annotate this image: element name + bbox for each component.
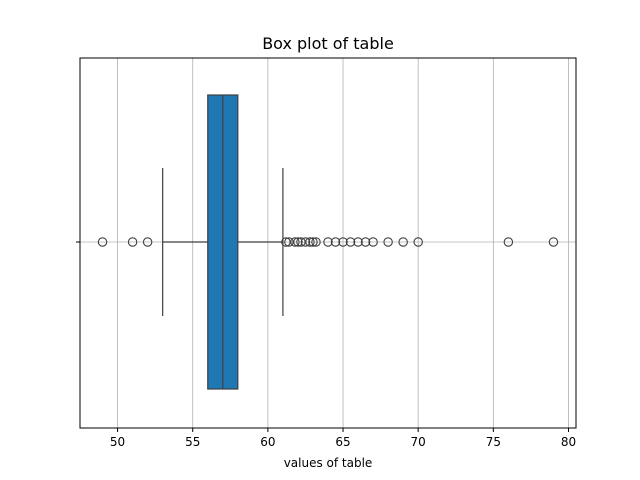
- outlier-point-9: [305, 237, 315, 247]
- outlier-point-16: [353, 237, 363, 247]
- outlier-point-0: [97, 237, 108, 247]
- x-axis-label: values of table: [284, 456, 373, 470]
- outlier-point-3: [281, 237, 291, 247]
- outlier-point-8: [300, 237, 311, 247]
- plot-area: [97, 94, 559, 390]
- outlier-point-14: [338, 237, 348, 247]
- outlier-point-2: [142, 237, 153, 247]
- x-tick-label-50: 50: [110, 435, 125, 449]
- outlier-point-20: [398, 237, 408, 247]
- x-tick-label-55: 55: [185, 435, 200, 449]
- x-tick-label-65: 65: [335, 435, 350, 449]
- outlier-point-23: [548, 237, 559, 247]
- outlier-point-18: [368, 237, 378, 247]
- grid-lines: [80, 58, 576, 428]
- outlier-point-10: [308, 237, 318, 247]
- x-tick-label-60: 60: [260, 435, 275, 449]
- outlier-point-6: [293, 237, 303, 247]
- outlier-point-12: [323, 237, 333, 247]
- x-axis-ticks: 50 55 60 65 70 75 80: [110, 428, 576, 449]
- outlier-point-13: [330, 237, 341, 247]
- outlier-point-17: [360, 237, 371, 247]
- outlier-point-7: [296, 237, 306, 247]
- axes-frame: [79, 57, 577, 429]
- outlier-point-1: [127, 237, 138, 247]
- chart-title: Box plot of table: [262, 34, 394, 53]
- x-tick-label-80: 80: [561, 435, 576, 449]
- outlier-point-5: [290, 237, 300, 247]
- outlier-point-15: [345, 237, 356, 247]
- outlier-point-21: [413, 237, 423, 247]
- outlier-point-11: [311, 237, 321, 247]
- outlier-point-4: [284, 237, 294, 247]
- x-tick-label-70: 70: [411, 435, 426, 449]
- outlier-point-19: [383, 237, 393, 247]
- outlier-point-22: [503, 237, 514, 247]
- x-tick-label-75: 75: [486, 435, 501, 449]
